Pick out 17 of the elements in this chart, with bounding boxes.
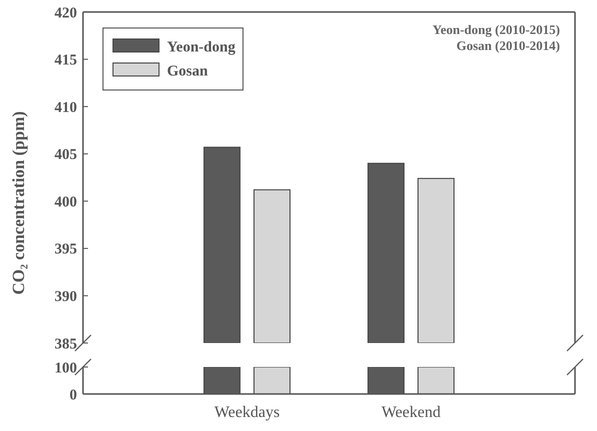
y-tick-label: 405 bbox=[54, 147, 77, 164]
y-tick-label: 410 bbox=[54, 100, 77, 116]
x-tick-label: Weekdays bbox=[214, 404, 280, 421]
y-tick-label: 415 bbox=[54, 52, 77, 69]
y-tick-label: 0 bbox=[70, 387, 77, 404]
annotation: Yeon-dong (2010-2015) bbox=[432, 22, 560, 37]
y-tick-label: 395 bbox=[54, 242, 77, 258]
y-tick-label: 390 bbox=[54, 288, 77, 305]
legend-label: Yeon-dong bbox=[167, 39, 236, 56]
annotation: Gosan (2010-2014) bbox=[456, 38, 560, 53]
legend-label: Gosan bbox=[167, 63, 209, 80]
y-axis-title: CO₂ concentration (ppm) bbox=[9, 111, 28, 295]
y-tick-label: 385 bbox=[54, 336, 77, 352]
y-tick-label: 400 bbox=[54, 194, 77, 210]
x-tick-label: Weekend bbox=[381, 404, 441, 421]
y-tick-label: 100 bbox=[54, 360, 77, 376]
y-tick-label: 420 bbox=[54, 5, 77, 22]
